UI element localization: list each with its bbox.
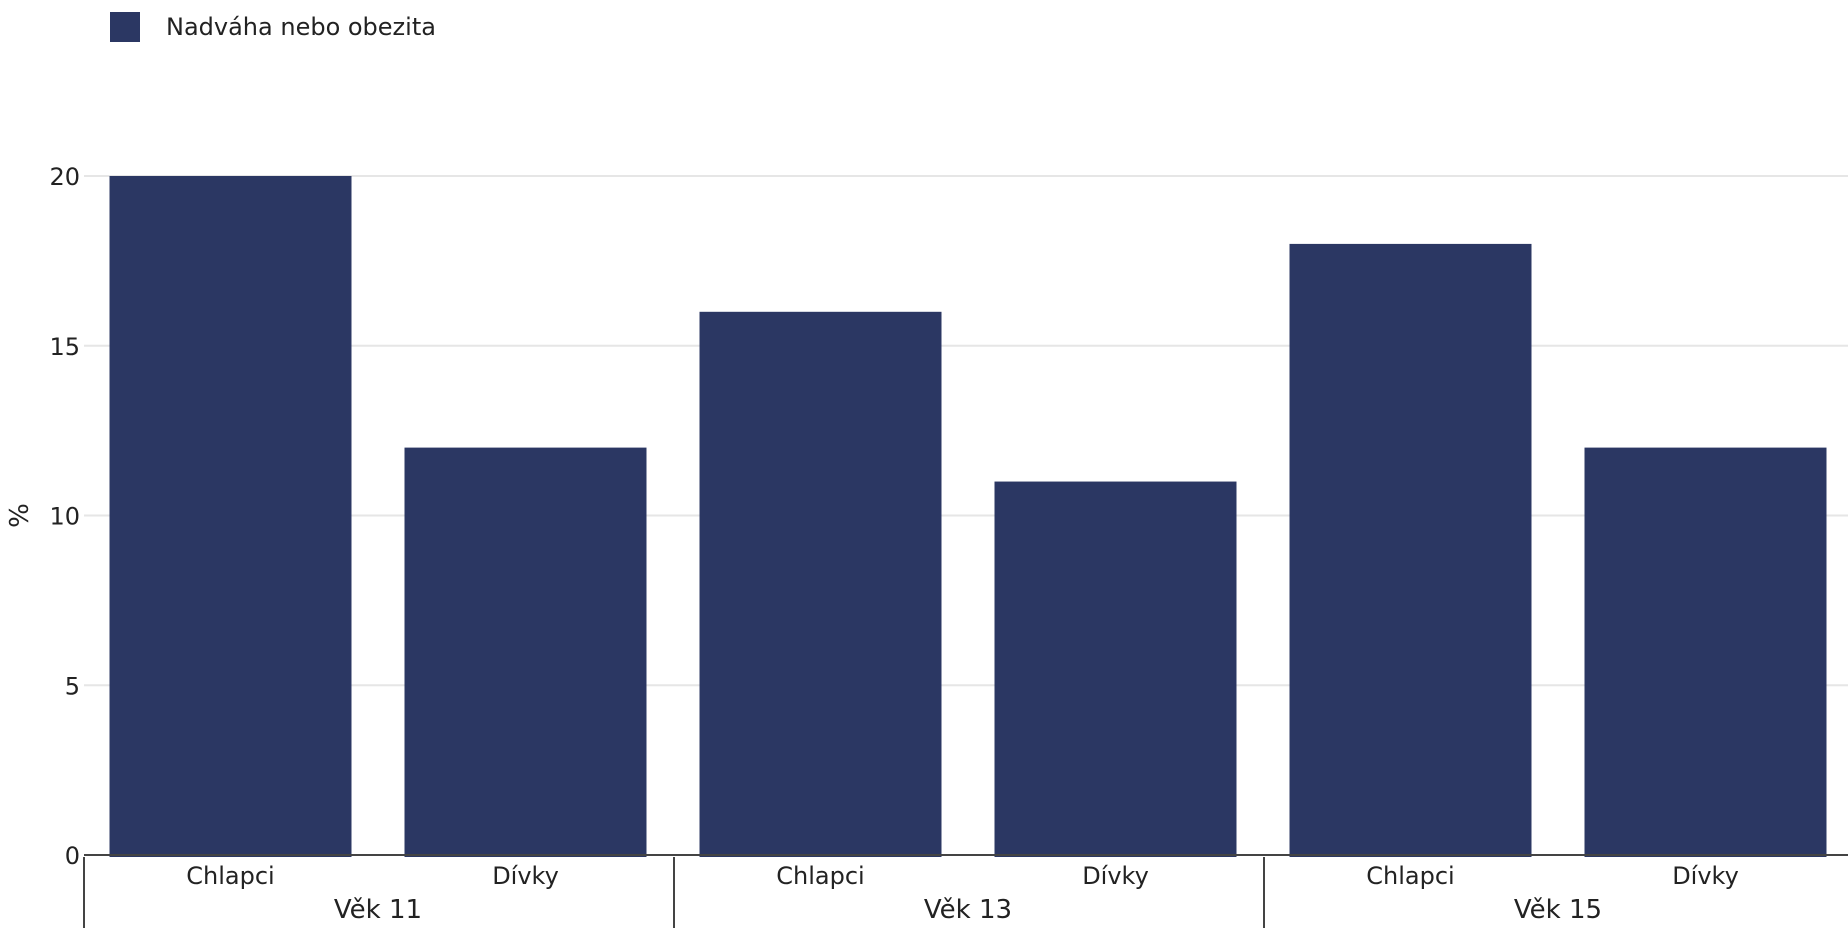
y-tick-label: 15 (49, 333, 80, 361)
x-group-label: Věk 11 (334, 895, 422, 925)
bar-1 (109, 176, 352, 857)
bar-6 (1584, 447, 1827, 857)
y-tick-label: 20 (49, 163, 80, 191)
bars (109, 176, 1827, 857)
labels: 0 5 10 15 20% Chlapci Dívky Věk 11 Chlapci Dívky V… (5, 163, 1739, 925)
y-axis-label: % (5, 503, 35, 528)
y-tick-label: 0 (65, 842, 80, 870)
x-category-label: Chlapci (776, 862, 864, 890)
bar-5 (1289, 243, 1532, 857)
x-group-label: Věk 13 (924, 895, 1012, 925)
grid-lines (84, 175, 1848, 687)
axes (83, 854, 1848, 928)
y-tick-label: 10 (49, 503, 80, 531)
x-group-label: Věk 15 (1514, 895, 1602, 925)
legend: Nadváha nebo obezita (110, 12, 436, 42)
bar-4 (994, 481, 1237, 857)
x-category-label: Dívky (1082, 862, 1149, 890)
x-category-label: Chlapci (186, 862, 274, 890)
y-tick-label: 5 (65, 672, 80, 700)
x-category-label: Dívky (492, 862, 559, 890)
x-category-label: Chlapci (1366, 862, 1454, 890)
legend-swatch (110, 12, 140, 42)
bar-2 (404, 447, 647, 857)
legend-label: Nadváha nebo obezita (166, 13, 436, 41)
bar-3 (699, 311, 942, 857)
x-category-label: Dívky (1672, 862, 1739, 890)
